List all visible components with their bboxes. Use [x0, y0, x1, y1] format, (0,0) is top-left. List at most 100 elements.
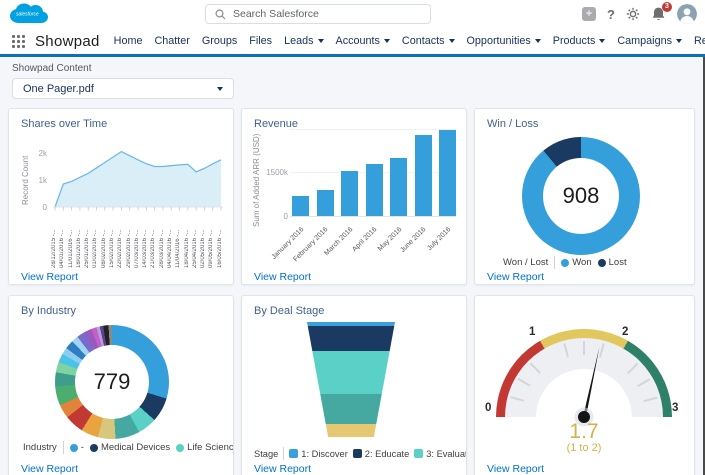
x-axis-label: 16/05/2016 -... [216, 229, 223, 268]
setup-gear-icon[interactable] [626, 7, 640, 21]
panel-title: Shares over Time [21, 118, 108, 130]
x-axis-label: 21/03/2016 -... [150, 229, 157, 268]
view-report-link[interactable]: View Report [487, 463, 545, 475]
notification-bell-icon[interactable]: 3 [651, 2, 672, 22]
y-tick: 2k [38, 149, 47, 158]
x-axis-label: 22/02/2016 -... [117, 229, 124, 268]
chart-legend: Stage 1: Discover 2: Educate 3: Evaluation … [254, 447, 467, 460]
panel-by-deal-stage: By Deal Stage Stage 1: Discover 2: Educate… [241, 295, 467, 475]
x-axis-label: 15/02/2016 -... [108, 229, 115, 268]
legend-marker-icon [289, 449, 299, 458]
funnel-segment [307, 424, 395, 437]
tab-leads[interactable]: Leads [284, 28, 324, 54]
x-axis-label: 01/02/2016 -... [92, 229, 99, 268]
view-report-link[interactable]: View Report [254, 271, 312, 283]
panel-title: Win / Loss [487, 118, 539, 130]
salesforce-logo: salesforce [10, 3, 48, 23]
legend-item: 2: Educate [352, 449, 409, 459]
revenue-bar-chart[interactable] [292, 129, 456, 216]
legend-label: 1: Discover [301, 448, 348, 459]
tab-contacts[interactable]: Contacts [402, 28, 455, 54]
bar[interactable] [341, 171, 358, 216]
person-icon [677, 4, 697, 24]
add-icon[interactable] [582, 7, 597, 21]
bar[interactable] [439, 130, 456, 216]
legend-item: 1: Discover [289, 449, 348, 459]
legend-title: Stage [254, 448, 279, 459]
gauge-axis-number: 1 [529, 326, 536, 338]
content-filter-select[interactable]: One Pager.pdf [12, 78, 234, 99]
view-report-link[interactable]: View Report [21, 271, 79, 283]
donut-center-value: 779 [75, 345, 149, 419]
deal-stage-funnel-chart[interactable] [307, 322, 395, 437]
bar[interactable] [365, 164, 383, 216]
gauge-axis-number: 2 [622, 326, 629, 338]
tab-reports[interactable]: Reports [693, 35, 705, 47]
tab-files[interactable]: Files [249, 35, 273, 47]
tab-chatter[interactable]: Chatter [154, 35, 190, 47]
legend-label: Lost [608, 257, 627, 268]
search-input[interactable]: Search Salesforce [205, 4, 431, 24]
legend-divider [283, 447, 285, 460]
x-axis-label: 18/04/2016 -... [183, 229, 190, 268]
view-report-link[interactable]: View Report [487, 271, 545, 283]
chevron-down-icon [599, 39, 606, 44]
chevron-down-icon [675, 39, 682, 44]
shares-area-chart[interactable] [51, 145, 225, 213]
gauge-range-label: (1 to 2) [566, 442, 602, 454]
legend-item: - [69, 442, 84, 453]
bell-glyph [652, 7, 665, 21]
legend-label: 3: Evaluation & testing [426, 448, 467, 459]
x-axis-label: 29/02/2016 -... [125, 229, 132, 268]
winloss-donut-chart[interactable]: 908 [522, 137, 640, 255]
help-icon[interactable] [607, 7, 615, 22]
tab-campaigns[interactable]: Campaigns [617, 28, 682, 54]
nav-tabs: Home Chatter Groups Files Leads Accounts Conta… [114, 28, 705, 54]
app-name: Showpad [35, 32, 100, 50]
panel-title: By Industry [21, 305, 77, 317]
content-filter: Showpad Content One Pager.pdf [12, 63, 234, 99]
bar[interactable] [390, 158, 407, 216]
chevron-down-icon [383, 39, 390, 44]
search-icon [215, 8, 226, 19]
legend-label: - [80, 442, 84, 453]
view-report-link[interactable]: View Report [254, 463, 312, 475]
x-axis-label: 09/05/2016 -... [208, 229, 215, 268]
tab-opportunities[interactable]: Opportunities [467, 28, 541, 54]
bar[interactable] [316, 190, 334, 216]
x-axis-label: 11/01/2016 -... [67, 229, 74, 268]
bar[interactable] [414, 135, 432, 216]
legend-item: Medical Devices [89, 442, 171, 453]
funnel-segment [307, 351, 395, 394]
panel-title: By Deal Stage [254, 305, 325, 317]
funnel-segment [307, 322, 395, 326]
gauge-chart[interactable] [496, 329, 672, 417]
panel-title: Revenue [254, 118, 299, 130]
chevron-down-icon [217, 86, 223, 91]
legend-item: Won [561, 257, 592, 268]
legend-label: Medical Devices [100, 442, 171, 453]
industry-donut-chart[interactable]: 779 [55, 325, 169, 439]
legend-item: Life Sciences [176, 442, 233, 453]
panel-gauge: 0 1 2 3 1.7 (1 to 2) View Report [474, 295, 695, 475]
legend-label: Won [572, 257, 592, 268]
panel-by-industry: By Industry 779 Industry - Medical Devices… [8, 295, 234, 475]
app-launcher-waffle-icon[interactable] [12, 34, 25, 48]
dashboard-grid: Shares over Time Record Count 2k 1k 0 28… [8, 108, 695, 475]
gauge-axis-number: 0 [485, 402, 492, 414]
user-avatar[interactable] [677, 4, 697, 24]
funnel-segment [307, 326, 395, 351]
scrollbar[interactable] [703, 57, 705, 475]
salesforce-logo-text: salesforce [16, 12, 39, 18]
tab-groups[interactable]: Groups [201, 35, 238, 47]
tab-accounts[interactable]: Accounts [336, 28, 390, 54]
legend-marker-icon [414, 449, 424, 458]
bar[interactable] [292, 196, 309, 216]
legend-marker-icon [561, 258, 570, 267]
x-axis-label: 25/04/2016 -... [191, 229, 198, 268]
view-report-link[interactable]: View Report [21, 463, 79, 475]
tab-home[interactable]: Home [113, 35, 143, 47]
tab-products[interactable]: Products [553, 28, 606, 54]
notification-badge: 3 [662, 2, 672, 12]
y-tick: 0 [42, 203, 47, 212]
